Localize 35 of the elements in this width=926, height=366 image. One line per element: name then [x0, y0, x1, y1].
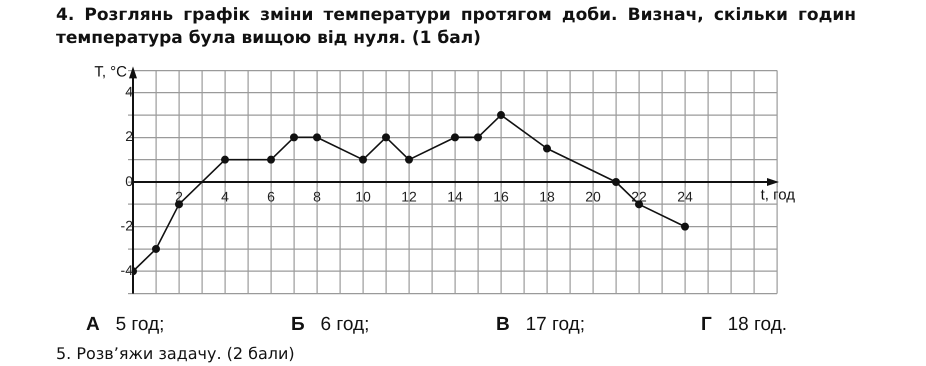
x-tick-label: 8: [313, 188, 322, 204]
y-tick-label: -4: [120, 262, 134, 278]
y-tick-label: 2: [125, 128, 134, 144]
text: 5. Розв’яжи задачу. (2 бали): [56, 344, 295, 363]
x-axis-title: t, год: [760, 186, 796, 204]
x-tick-label: 16: [493, 188, 509, 204]
point: [543, 144, 551, 153]
y-axis-title: T, °C: [94, 64, 128, 81]
point: [152, 244, 160, 253]
x-tick-label: 6: [267, 188, 276, 204]
x-tick-label: 20: [585, 188, 601, 204]
point: [681, 222, 689, 231]
point: [267, 156, 275, 164]
point: [497, 111, 505, 120]
point: [405, 156, 413, 164]
point: [382, 133, 390, 142]
text: В 17 год;: [496, 314, 586, 336]
text: А 5 год;: [86, 314, 164, 336]
x-tick-label: 14: [447, 188, 463, 204]
point: [221, 156, 229, 164]
point: [359, 156, 367, 164]
x-tick-label: 10: [355, 188, 371, 204]
x-tick-label: 18: [539, 188, 555, 204]
x-tick-label: 4: [221, 188, 230, 204]
point: [313, 133, 321, 142]
y-tick-label: -2: [120, 218, 134, 234]
chart-title: 4. Розглянь графік зміни температури протягом доби. Визнач, скільки годин температура була вищою від нуля. (1 бал): [56, 4, 856, 50]
x-tick-label: 24: [677, 188, 693, 204]
text: Б 6 год;: [291, 314, 370, 336]
point: [290, 133, 298, 142]
point: [474, 133, 482, 142]
text: Г 18 год.: [701, 314, 788, 336]
point: [451, 133, 459, 142]
x-tick-label: 12: [401, 188, 417, 204]
y-tick-label: 4: [125, 84, 134, 100]
